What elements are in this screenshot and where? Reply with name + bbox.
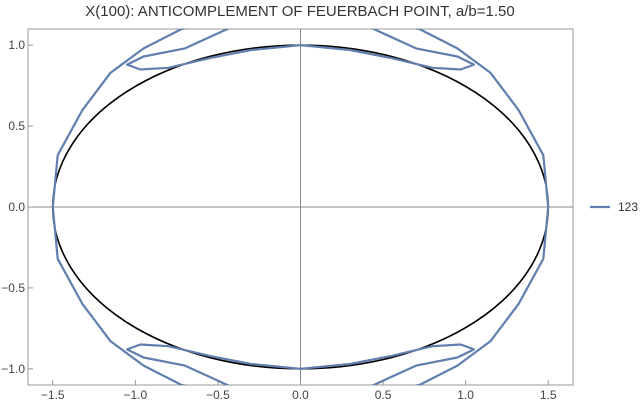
y-tick-label: 0.0 (8, 200, 25, 214)
x-tick-label: 1.0 (457, 388, 474, 402)
x-tick-label: 1.5 (540, 388, 557, 402)
x-tick-label: −1.0 (123, 388, 147, 402)
legend: 123 (590, 200, 638, 214)
x-tick-label: 0.5 (375, 388, 392, 402)
y-tick-label: −1.0 (1, 362, 25, 376)
y-tick-label: 1.0 (8, 38, 25, 52)
y-tick-label: 0.5 (8, 119, 25, 133)
x-tick-label: 0.0 (292, 388, 309, 402)
chart-title: X(100): ANTICOMPLEMENT OF FEUERBACH POIN… (85, 3, 514, 20)
x-tick-label: −0.5 (206, 388, 230, 402)
y-tick-label: −0.5 (1, 281, 25, 295)
plot-area (51, 29, 550, 385)
series-line (51, 29, 550, 385)
x-tick-label: −1.5 (41, 388, 65, 402)
axes (28, 29, 573, 385)
legend-label: 123 (618, 200, 638, 214)
ticks: −1.5 −1.0 −0.5 0.0 0.5 1.0 1.5 −1.0 −0.5 0.0 0.5 1.… (1, 38, 557, 402)
